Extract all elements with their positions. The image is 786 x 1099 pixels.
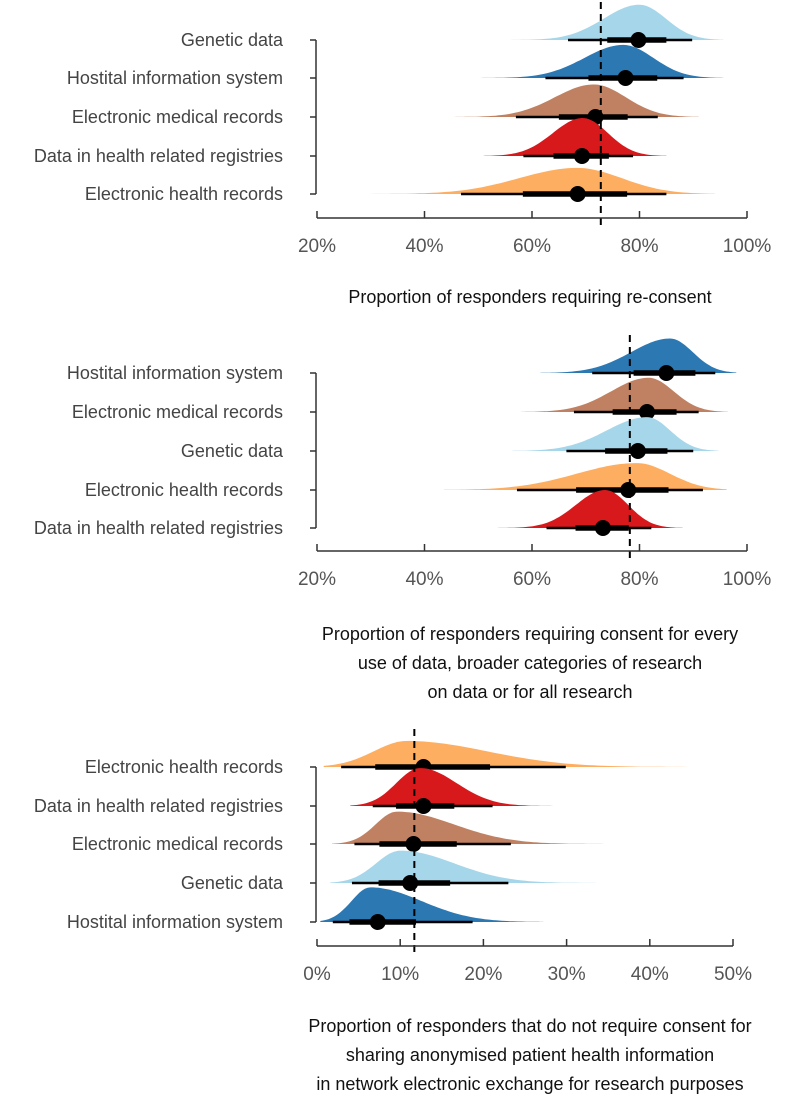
x-tick-label: 30% [548, 964, 586, 985]
x-tick-label: 20% [464, 964, 502, 985]
point-estimate [617, 70, 634, 86]
density-slab [475, 4, 724, 40]
row-electronic-health-records: Electronic health records [85, 463, 727, 500]
density-slab [350, 768, 600, 806]
x-axis-title: in network electronic exchange for resea… [316, 1074, 743, 1094]
x-axis-title: on data or for all research [427, 682, 632, 702]
point-estimate [573, 148, 590, 164]
point-estimate [594, 520, 611, 536]
point-estimate [402, 875, 419, 891]
density-slab [483, 118, 667, 156]
x-tick-label: 10% [381, 964, 419, 985]
y-tick-label: Electronic health records [85, 480, 283, 500]
x-tick-label: 100% [723, 569, 772, 590]
y-tick-label: Genetic data [181, 873, 284, 893]
x-axis-title: Proportion of responders requiring conse… [322, 624, 738, 644]
row-electronic-health-records: Electronic health records [85, 167, 715, 204]
row-genetic-data: Genetic data [181, 4, 724, 50]
row-data-in-health-related-registries: Data in health related registries [34, 490, 684, 538]
panel-1: Genetic data Hostital information system E… [34, 2, 772, 307]
x-tick-label: 20% [298, 236, 336, 257]
panel-3: Electronic health records Data in health … [34, 729, 752, 1094]
x-tick-label: 60% [513, 236, 551, 257]
density-slab [456, 44, 724, 78]
row-hostital-information-system: Hostital information system [67, 44, 724, 88]
density-slab [323, 740, 747, 767]
y-tick-label: Electronic medical records [72, 402, 283, 422]
row-hostital-information-system: Hostital information system [67, 887, 544, 932]
x-tick-label: 100% [723, 236, 772, 257]
x-tick-label: 80% [620, 569, 658, 590]
density-slab [492, 490, 684, 528]
x-axis-title: use of data, broader categories of resea… [358, 653, 702, 673]
row-hostital-information-system: Hostital information system [67, 338, 737, 383]
row-electronic-medical-records: Electronic medical records [72, 811, 615, 854]
y-tick-label: Data in health related registries [34, 518, 283, 538]
y-tick-label: Electronic health records [85, 757, 283, 777]
row-electronic-medical-records: Electronic medical records [72, 377, 728, 422]
x-tick-label: 50% [714, 964, 752, 985]
density-slab [356, 167, 715, 194]
row-data-in-health-related-registries: Data in health related registries [34, 768, 600, 816]
y-tick-label: Hostital information system [67, 363, 283, 383]
point-estimate [415, 798, 432, 814]
density-slab [512, 417, 719, 451]
y-tick-label: Genetic data [181, 30, 284, 50]
density-slab [330, 850, 670, 883]
x-tick-label: 20% [298, 569, 336, 590]
y-tick-label: Electronic medical records [72, 834, 283, 854]
x-tick-label: 40% [631, 964, 669, 985]
y-tick-label: Data in health related registries [34, 146, 283, 166]
density-slab [540, 338, 737, 373]
point-estimate [658, 365, 675, 381]
row-electronic-medical-records: Electronic medical records [72, 84, 699, 127]
x-axis-title: Proportion of responders that do not req… [308, 1016, 751, 1036]
point-estimate [620, 482, 637, 498]
x-tick-label: 0% [303, 964, 331, 985]
y-tick-label: Hostital information system [67, 912, 283, 932]
y-tick-label: Genetic data [181, 441, 284, 461]
y-tick-label: Hostital information system [67, 68, 283, 88]
y-tick-label: Data in health related registries [34, 796, 283, 816]
density-slab [331, 811, 615, 844]
x-tick-label: 40% [405, 569, 443, 590]
row-data-in-health-related-registries: Data in health related registries [34, 118, 667, 166]
x-axis-title: sharing anonymised patient health inform… [346, 1045, 714, 1065]
point-estimate [629, 443, 646, 459]
point-estimate [569, 186, 586, 202]
y-tick-label: Electronic medical records [72, 107, 283, 127]
x-tick-label: 60% [513, 569, 551, 590]
y-tick-label: Electronic health records [85, 184, 283, 204]
density-slab [320, 887, 544, 922]
point-estimate [369, 914, 386, 930]
point-estimate [639, 404, 656, 420]
x-tick-label: 40% [405, 236, 443, 257]
x-axis-title: Proportion of responders requiring re-co… [348, 287, 711, 307]
x-tick-label: 80% [620, 236, 658, 257]
density-slab [443, 463, 727, 490]
row-genetic-data: Genetic data [181, 417, 719, 461]
row-genetic-data: Genetic data [181, 850, 670, 893]
panel-2: Hostital information system Electronic me… [34, 335, 772, 702]
point-estimate [630, 32, 647, 48]
density-slab [521, 377, 728, 412]
density-slab [440, 84, 699, 117]
